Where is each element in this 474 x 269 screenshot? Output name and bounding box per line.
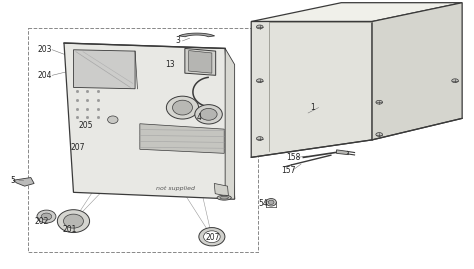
Text: 202: 202 [35,217,49,226]
Text: 207: 207 [205,233,219,242]
Text: 203: 203 [38,45,52,54]
Text: 207: 207 [71,143,85,153]
Ellipse shape [199,228,225,246]
Polygon shape [337,150,348,155]
Ellipse shape [41,213,52,220]
Ellipse shape [376,133,383,136]
Ellipse shape [452,79,458,83]
Text: 54: 54 [258,199,268,208]
Ellipse shape [195,105,222,124]
Ellipse shape [256,25,263,29]
Text: 1: 1 [310,103,315,112]
Text: 5: 5 [11,176,16,185]
Polygon shape [13,178,34,186]
Polygon shape [73,50,135,89]
Ellipse shape [268,200,274,204]
Polygon shape [179,33,214,37]
Polygon shape [225,48,235,199]
Ellipse shape [57,210,90,232]
Polygon shape [251,22,372,157]
Ellipse shape [173,100,192,115]
Text: 205: 205 [78,121,92,130]
Ellipse shape [204,231,220,243]
Text: 158: 158 [286,153,300,162]
Ellipse shape [376,100,383,104]
Ellipse shape [256,137,263,140]
Polygon shape [185,48,216,75]
Ellipse shape [166,96,199,119]
Text: not supplied: not supplied [156,186,195,191]
Ellipse shape [64,214,83,228]
Polygon shape [372,3,462,140]
Polygon shape [251,3,462,22]
Ellipse shape [256,79,263,83]
Polygon shape [140,124,224,153]
Ellipse shape [108,116,118,123]
Polygon shape [64,43,235,199]
Text: 3: 3 [175,36,180,45]
Text: 204: 204 [38,71,52,80]
Ellipse shape [217,195,231,200]
Ellipse shape [266,199,276,206]
Text: 13: 13 [165,60,174,69]
Text: 157: 157 [281,165,295,175]
Text: 4: 4 [197,112,201,122]
Ellipse shape [37,210,56,223]
Polygon shape [189,51,212,73]
Polygon shape [214,183,228,196]
Ellipse shape [200,108,217,120]
Text: 201: 201 [63,225,77,234]
Ellipse shape [220,196,228,199]
